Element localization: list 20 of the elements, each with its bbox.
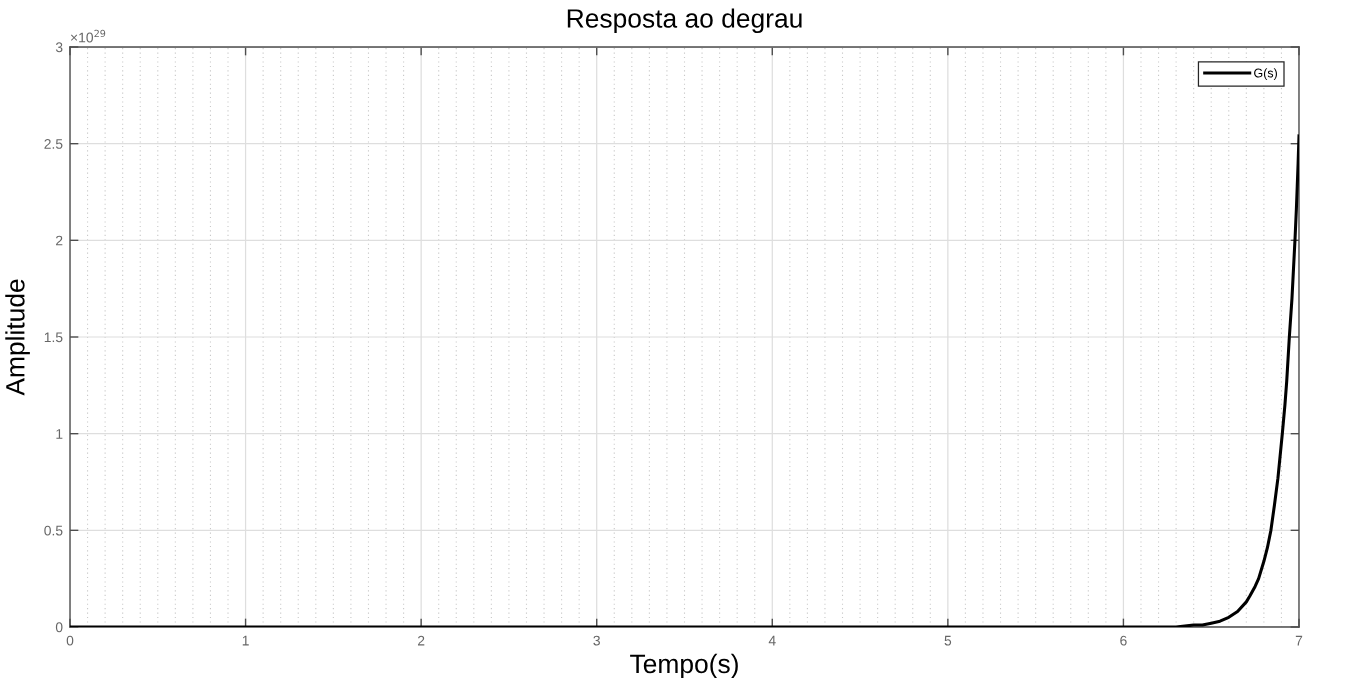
x-tick-label: 7 (1295, 635, 1303, 646)
x-tick-label: 4 (768, 635, 776, 646)
text: ×10$^{29}$ (70, 29, 106, 43)
x-tick-label: 5 (944, 635, 952, 646)
y-tick-label: 2.5 (44, 139, 63, 149)
x-tick-label: 6 (1120, 635, 1127, 646)
y-tick-label: 0.5 (44, 525, 63, 536)
y-tick-label: 1.5 (44, 332, 63, 343)
y-tick-label: 2 (56, 235, 63, 246)
x-tick-label: 0 (66, 635, 74, 646)
chart-title: Resposta ao degrau (567, 8, 802, 34)
y-tick-label: 1 (56, 429, 63, 439)
legend-label: G(s) (1254, 68, 1277, 80)
y-axis-title: Amplitude (5, 279, 30, 396)
x-tick-label: 1 (242, 635, 249, 646)
x-tick-label: 2 (417, 635, 425, 646)
y-tick-label: 0 (55, 622, 63, 633)
x-tick-label: 3 (593, 635, 600, 646)
x-axis-title: Tempo(s) (630, 653, 738, 678)
y-tick-label: 3 (55, 42, 63, 53)
